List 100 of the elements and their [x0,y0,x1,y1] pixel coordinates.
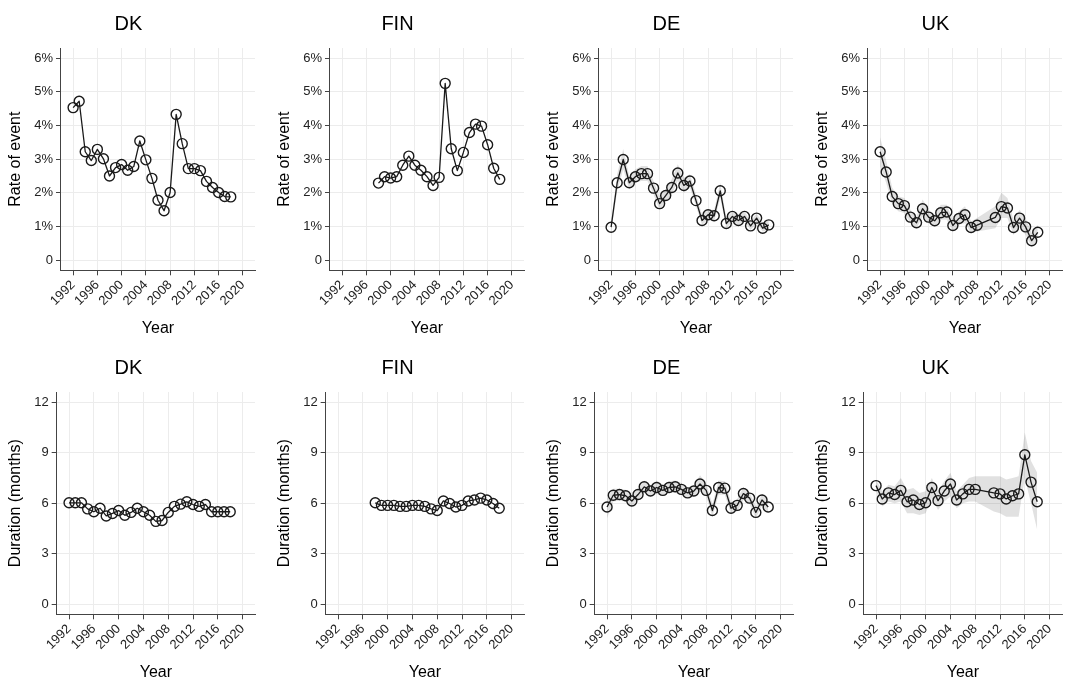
y-tick-label: 4% [34,117,54,133]
point [1031,496,1043,508]
point [63,497,75,509]
point [1032,226,1044,238]
point [601,501,613,513]
point [1019,449,1031,461]
point [613,488,626,501]
point [737,487,750,500]
point [1006,490,1019,502]
point [1012,488,1025,500]
point [944,478,957,490]
point [381,499,394,512]
point [719,482,731,494]
point [164,186,176,199]
point [743,492,756,504]
point [892,197,904,210]
point [85,154,97,167]
point [626,495,638,507]
point [150,515,162,528]
point [690,194,702,207]
point [463,126,476,139]
point [995,200,1008,213]
point [720,217,733,230]
point [935,207,947,219]
y-tick-label: 0 [41,595,49,611]
point [629,170,642,183]
chart-title: FIN [381,11,414,34]
y-tick-label: 1% [303,218,323,234]
point [146,172,158,185]
y-tick-label: 1% [572,218,592,234]
y-axis-title: Rate of event [813,111,831,207]
point [134,135,146,147]
point [886,190,898,203]
point [75,497,88,509]
chart-title: DK [114,11,144,34]
point [675,483,688,496]
y-axis-title: Duration (months) [6,439,24,568]
x-axis-title: Year [410,318,444,336]
point [941,206,953,218]
y-tick-label: 5% [303,83,323,99]
point [876,493,888,505]
y-tick-label: 0 [314,251,322,267]
point [738,210,751,223]
y-tick-label: 12 [303,393,318,409]
chart-title: UK [921,355,951,378]
point [725,502,737,514]
y-axis-title: Rate of event [544,111,562,207]
point [959,209,971,221]
point [702,209,714,221]
chart-title: DK [114,355,144,378]
point [474,492,487,504]
point [901,496,913,508]
y-tick-label: 2% [841,184,861,200]
point [462,495,474,507]
point [870,479,882,492]
point [194,164,207,177]
point [425,503,437,515]
point [140,154,152,166]
point [910,217,923,229]
point [79,146,91,158]
point [218,506,230,518]
point [657,484,669,497]
y-tick-label: 6 [848,494,856,510]
point [1019,221,1032,233]
y-tick-label: 3 [310,545,318,561]
point [666,181,678,194]
point [919,497,932,509]
point [950,494,963,506]
point [916,202,929,215]
point [932,494,944,507]
point [750,212,763,224]
point [706,504,719,517]
y-tick-label: 6% [34,49,54,65]
point [922,211,935,223]
y-tick-label: 0 [310,595,318,611]
y-tick-label: 2% [572,184,592,200]
chart-title: UK [921,11,951,34]
point [953,212,965,225]
point [372,177,385,189]
point [182,162,195,175]
y-tick-label: 3 [41,545,49,561]
y-tick-label: 5% [34,83,54,99]
point [750,506,762,519]
point [712,481,725,494]
point [653,197,666,210]
point [632,488,644,501]
point [493,502,505,514]
y-tick-label: 0 [852,251,860,267]
point [481,494,493,506]
y-tick-label: 9 [310,444,318,460]
point [988,487,1000,499]
point [888,488,901,501]
point [176,137,188,150]
point [659,189,672,202]
point [375,499,388,512]
point [431,504,443,517]
point [109,161,122,174]
point [989,211,1002,224]
chart-title: DE [652,11,681,34]
point [650,481,663,494]
